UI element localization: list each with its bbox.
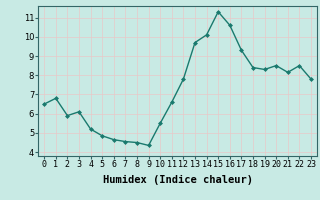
- X-axis label: Humidex (Indice chaleur): Humidex (Indice chaleur): [103, 175, 252, 185]
